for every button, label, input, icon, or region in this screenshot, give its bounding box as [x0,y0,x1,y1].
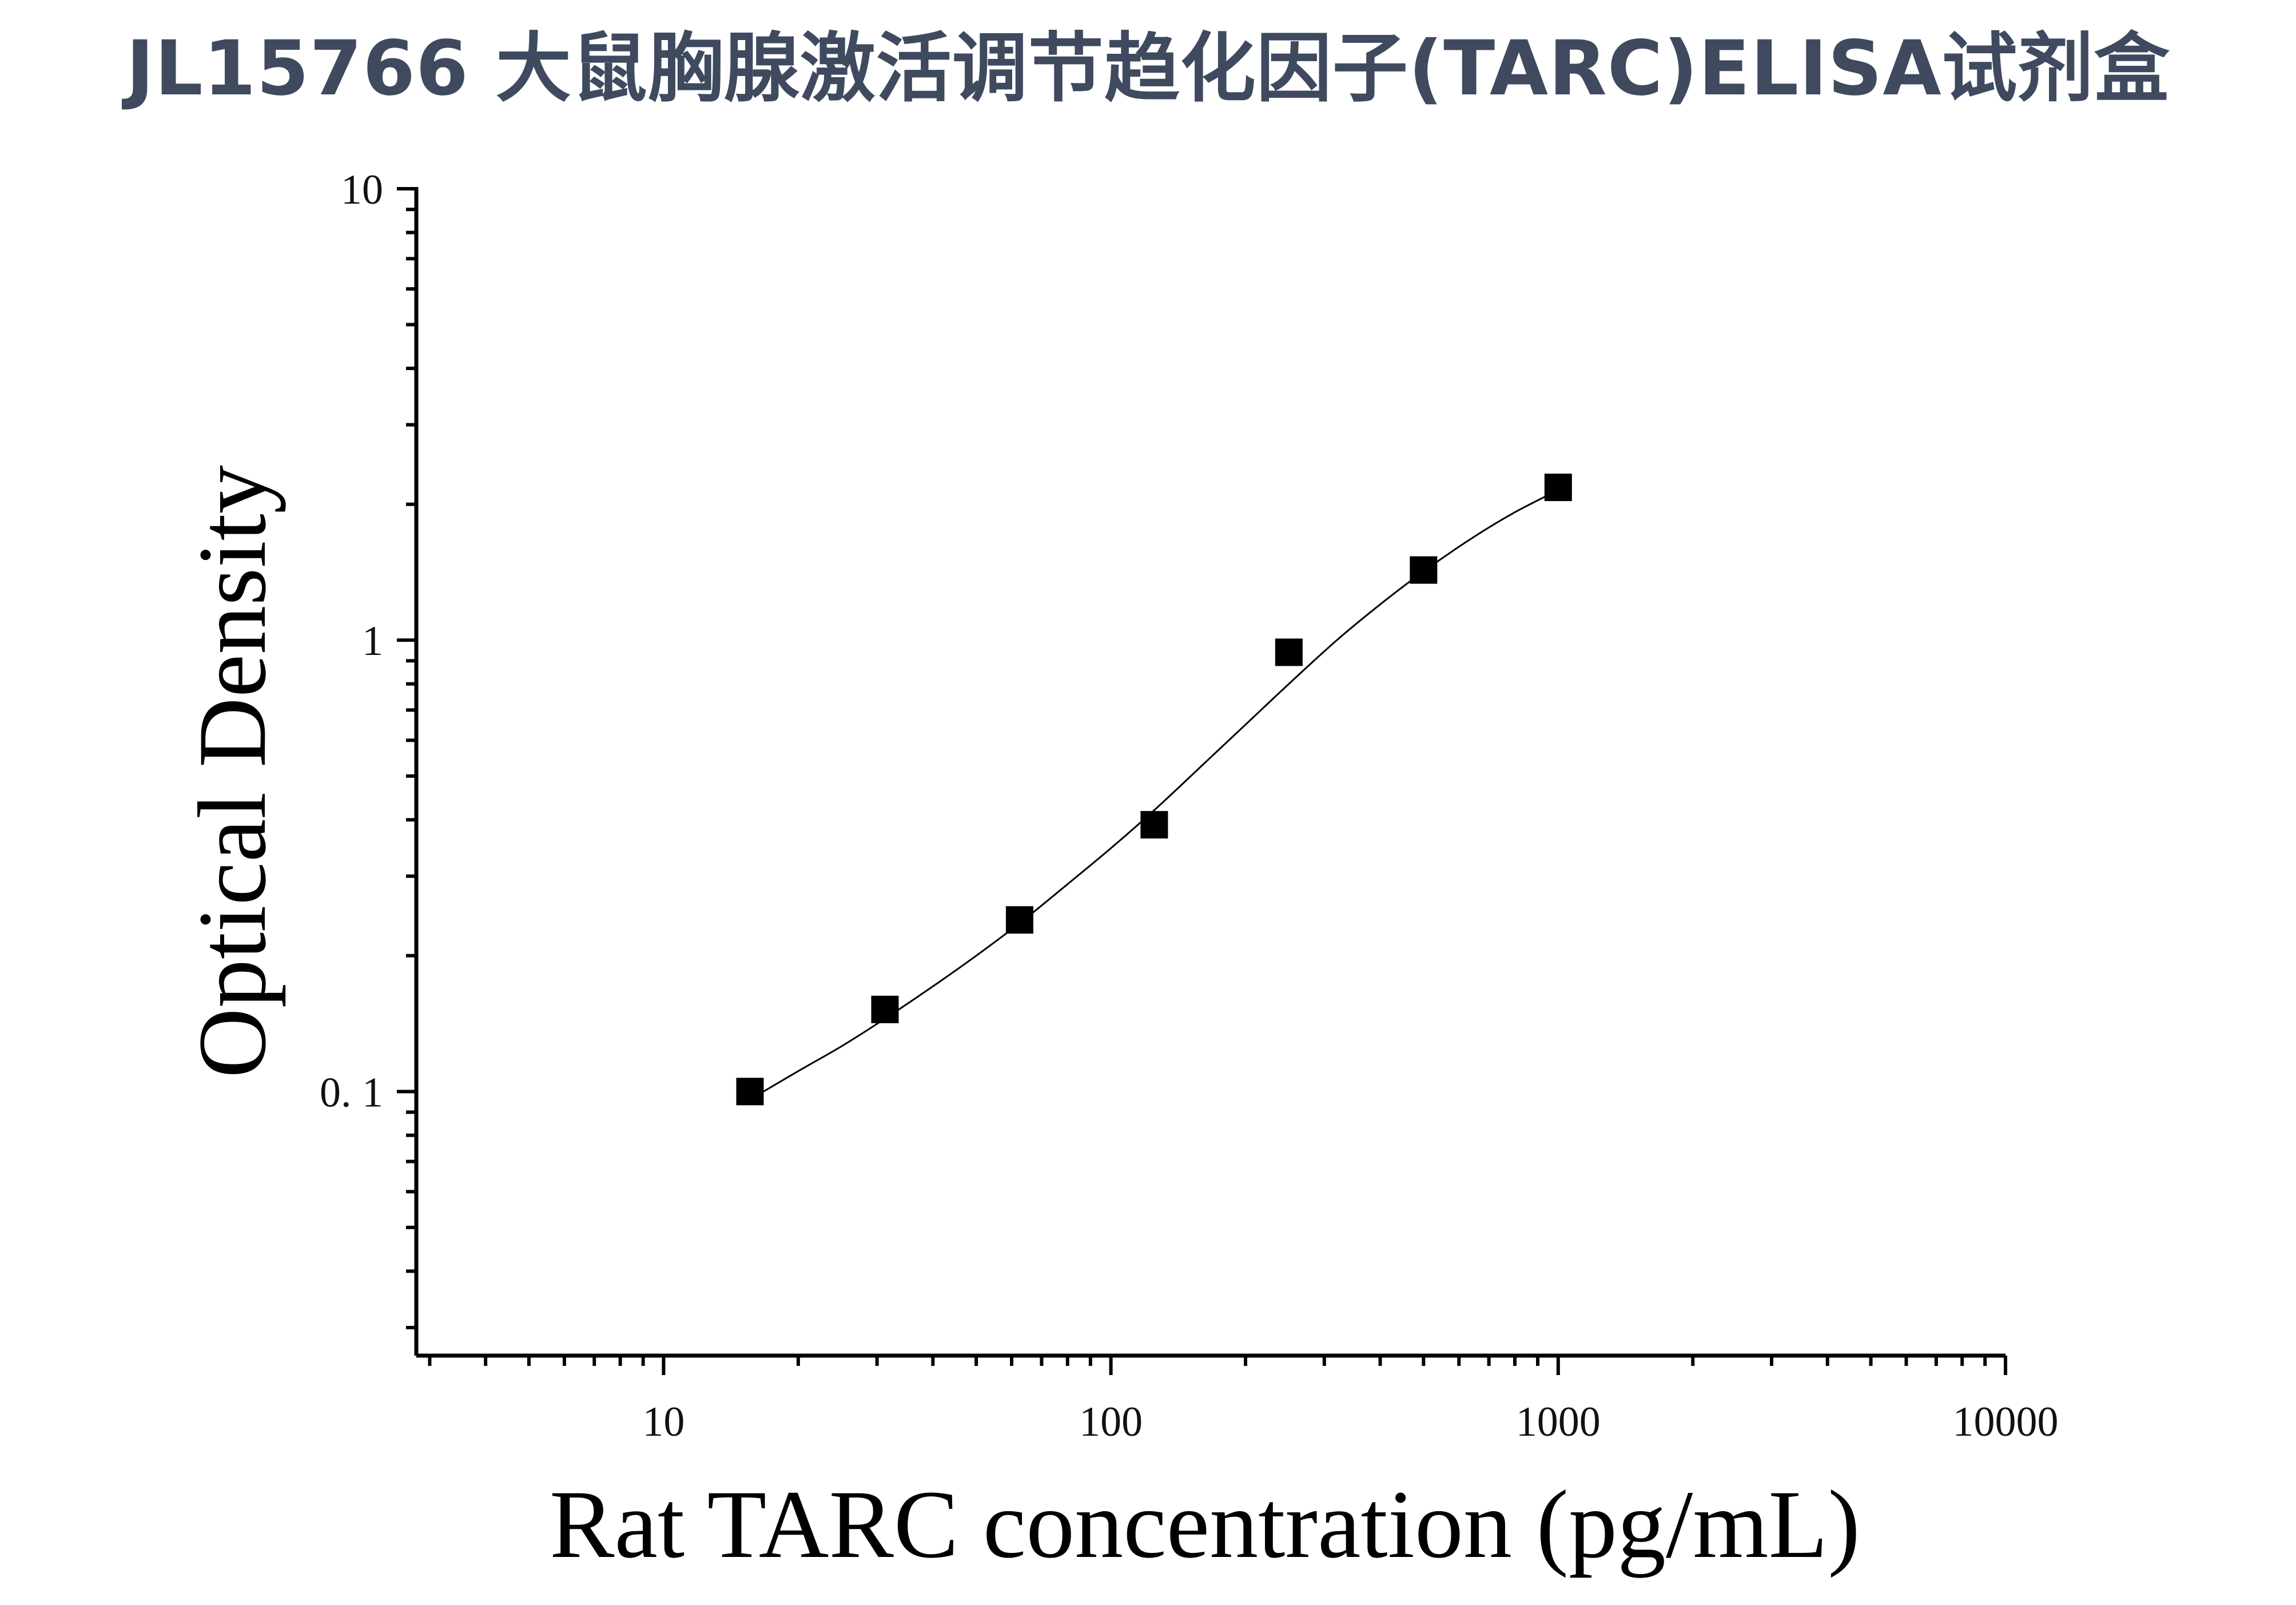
x-tick-label: 1000 [1516,1399,1601,1445]
y-axis-title: Optical Density [178,465,286,1078]
data-markers [736,474,1572,1106]
data-point [1410,556,1438,584]
tick-labels: 10 100 1000 10000 0. 1 1 10 [320,166,2059,1445]
minor-ticks [406,208,1987,1366]
x-tick-label: 10000 [1953,1399,2059,1445]
x-axis-title: Rat TARC concentration (pg/mL) [550,1471,1860,1578]
data-point [871,995,899,1023]
y-tick-label: 1 [362,618,383,665]
chart-title: JL15766 大鼠胸腺激活调节趋化因子(TARC)ELISA试剂盒 [126,25,2170,113]
y-tick-label: 0. 1 [320,1069,383,1116]
data-point [1140,811,1168,839]
data-point [1005,906,1033,934]
data-point [1275,638,1303,666]
x-tick-label: 100 [1079,1399,1143,1445]
y-tick-label: 10 [341,166,383,213]
major-ticks [397,187,2007,1375]
data-point [736,1078,764,1106]
data-point [1544,474,1572,502]
x-tick-label: 10 [642,1399,685,1445]
